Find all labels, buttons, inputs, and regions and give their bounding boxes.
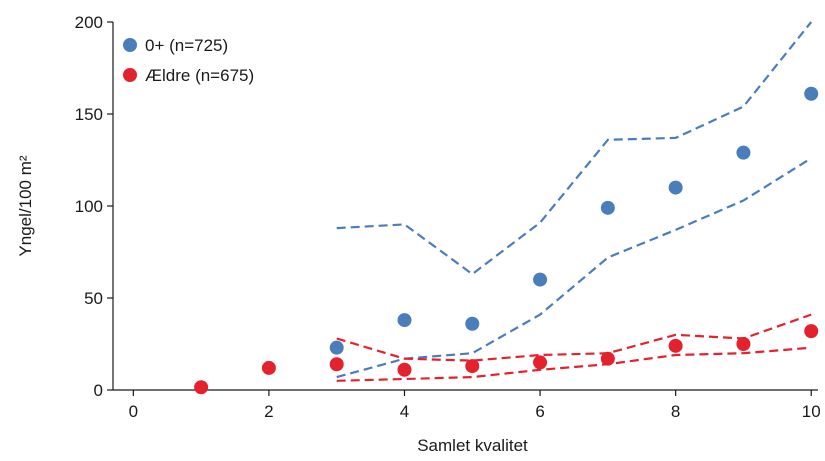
series-0-point — [329, 340, 344, 355]
y-tick-label: 150 — [75, 105, 103, 124]
x-tick-label: 2 — [264, 402, 273, 421]
series-1-point — [533, 355, 548, 370]
legend-label-0: 0+ (n=725) — [145, 36, 228, 55]
series-1-point — [397, 362, 412, 377]
series-0-point — [668, 180, 683, 195]
series-1-point — [465, 359, 480, 374]
series-0-point — [533, 272, 548, 287]
series-1-point — [600, 351, 615, 366]
y-tick-label: 100 — [75, 197, 103, 216]
series-0-point — [736, 145, 751, 160]
legend: 0+ (n=725) Ældre (n=675) — [123, 36, 254, 85]
x-tick-label: 6 — [535, 402, 544, 421]
series-1-point — [668, 338, 683, 353]
y-tick-label: 50 — [84, 289, 103, 308]
legend-label-1: Ældre (n=675) — [145, 66, 254, 85]
legend-marker-0 — [123, 38, 137, 52]
axes: 0 50 100 150 200 0 2 4 6 8 10 — [75, 13, 821, 421]
series-1-point — [261, 360, 276, 375]
series-1-point — [194, 380, 209, 395]
series-0-lower-line — [336, 157, 812, 379]
series-1-lower-line — [336, 346, 812, 382]
series-0-point — [600, 200, 615, 215]
series-0-point — [465, 316, 480, 331]
series-layer — [194, 21, 819, 395]
series-0-point — [804, 86, 819, 101]
series-0-point — [397, 313, 412, 328]
series-1-point — [804, 324, 819, 339]
y-tick-label: 0 — [94, 381, 103, 400]
series-1-upper-line — [336, 313, 812, 362]
series-1-point — [736, 337, 751, 351]
x-tick-label: 0 — [129, 402, 138, 421]
y-axis-label: Yngel/100 m² — [16, 155, 35, 256]
x-tick-label: 10 — [802, 402, 821, 421]
series-1-point — [329, 357, 344, 372]
y-tick-label: 200 — [75, 13, 103, 32]
x-tick-label: 8 — [671, 402, 680, 421]
legend-marker-1 — [123, 68, 137, 82]
x-tick-label: 4 — [400, 402, 409, 421]
x-axis-label: Samlet kvalitet — [417, 436, 528, 455]
